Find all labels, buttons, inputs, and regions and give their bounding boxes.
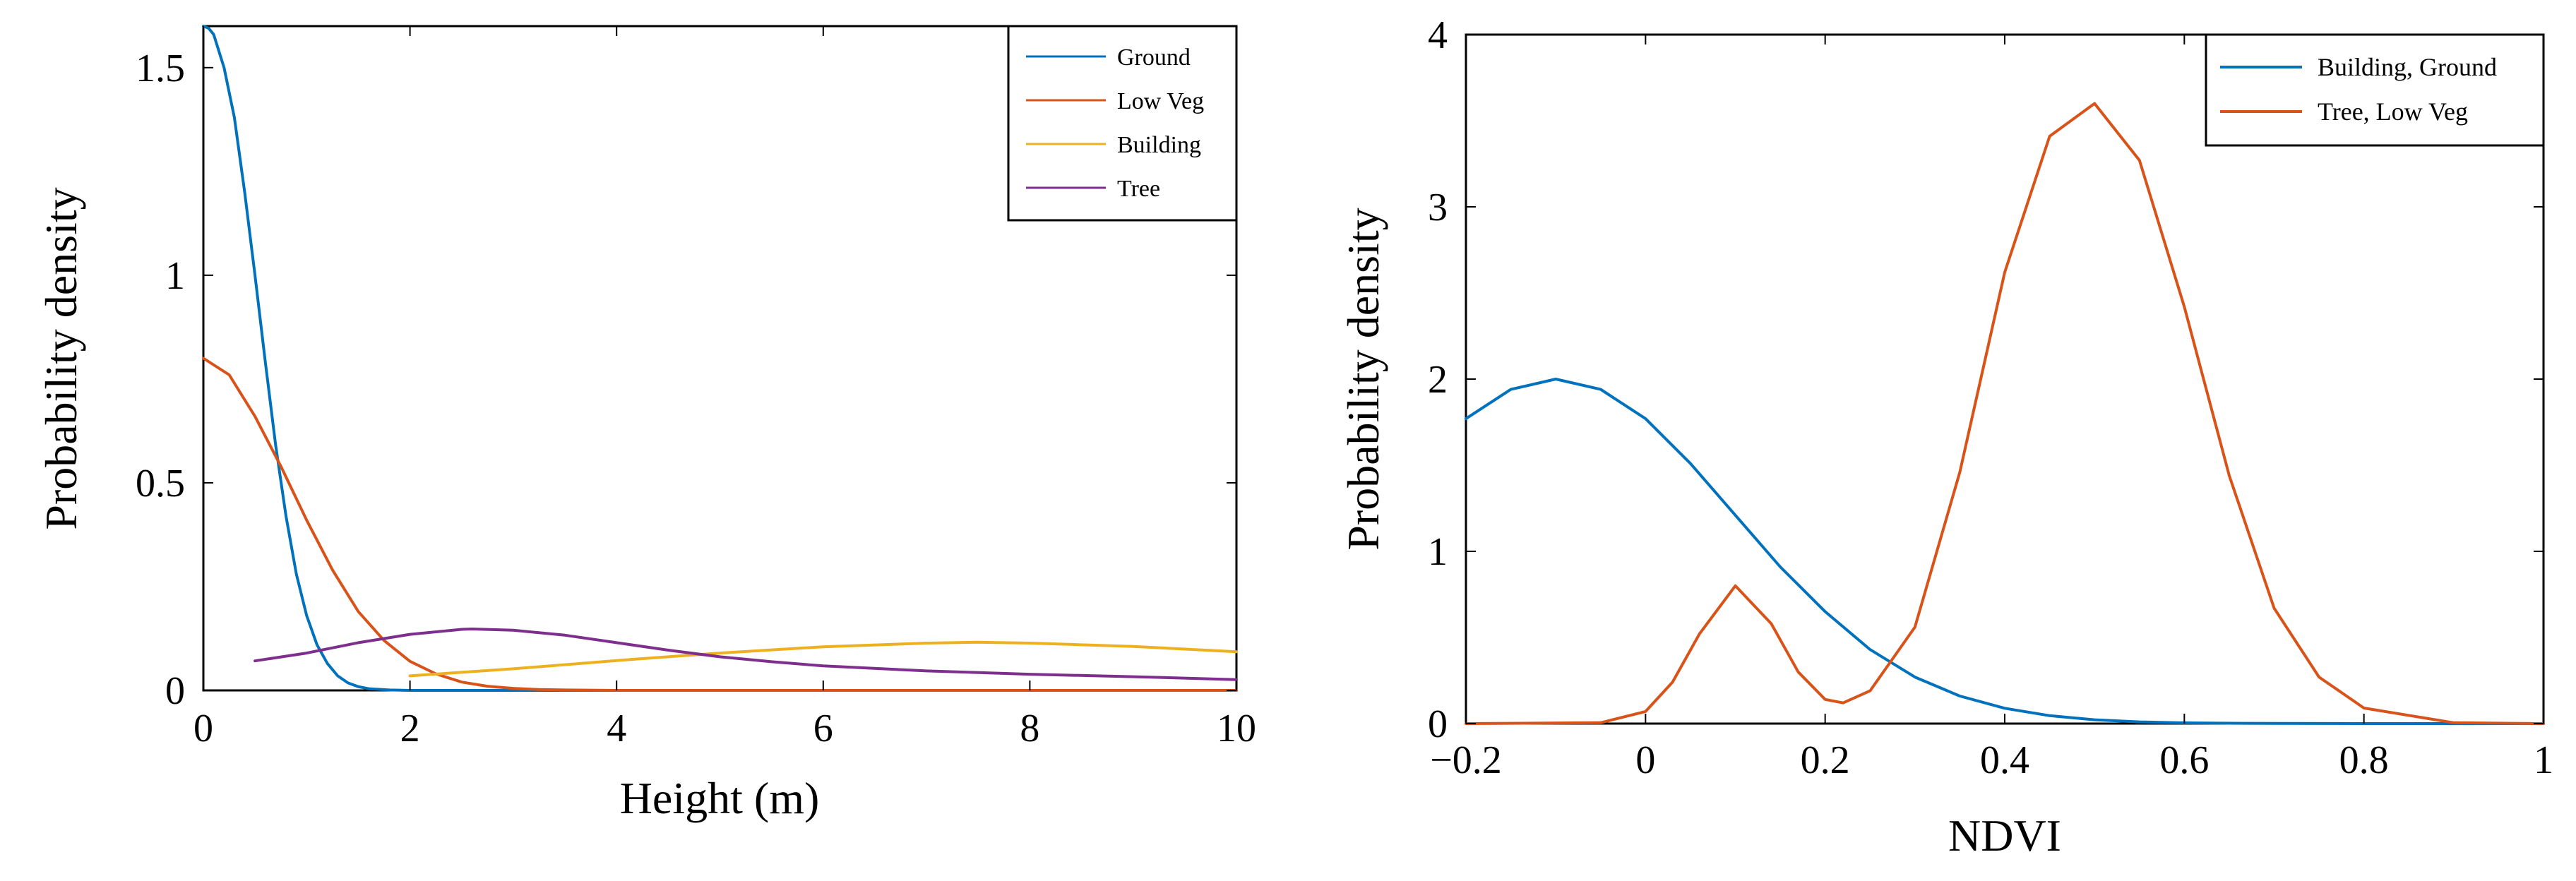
legend-label-ground: Ground — [1117, 44, 1191, 71]
x-tick-label: 8 — [1020, 707, 1039, 750]
legend-label-building: Building — [1117, 132, 1201, 158]
x-tick-label: 0.6 — [2159, 738, 2209, 782]
height-chart: 0 2 4 6 8 10 0 0.5 1 1.5 Height (m) Probability … — [36, 25, 1256, 823]
series-group — [202, 25, 1238, 692]
x-tick-label: 0.2 — [1801, 738, 1850, 782]
legend: Building, Ground Tree, Low Veg — [2205, 33, 2545, 147]
y-tick-label: 4 — [1428, 13, 1448, 57]
series-line-building-ground — [1465, 378, 2545, 725]
x-axis-title: NDVI — [1948, 810, 2061, 861]
x-tick-label: 6 — [813, 707, 833, 750]
y-tick-label: 1.5 — [136, 47, 185, 90]
legend-label-building-ground: Building, Ground — [2318, 53, 2497, 81]
x-tick-labels: 0 2 4 6 8 10 — [193, 707, 1256, 750]
y-tick-labels: 0 1 2 3 4 — [1428, 13, 1448, 746]
y-tick-label: 1 — [165, 254, 185, 298]
y-axis-title: Probability density — [1338, 208, 1388, 550]
legend-item-building-ground: Building, Ground — [2220, 53, 2497, 81]
x-tick-label: 1 — [2534, 738, 2553, 782]
y-axis-title: Probability density — [36, 187, 86, 529]
x-tick-label: 2 — [400, 707, 420, 750]
x-tick-label: 4 — [607, 707, 626, 750]
legend-item-ground: Ground — [1026, 44, 1191, 71]
x-tick-label: −0.2 — [1430, 738, 1502, 782]
legend-label-low-veg: Low Veg — [1117, 88, 1204, 114]
x-tick-label: 0.4 — [1980, 738, 2029, 782]
legend-label-tree-low-veg: Tree, Low Veg — [2318, 97, 2468, 126]
y-tick-label: 2 — [1428, 358, 1448, 402]
x-tick-label: 0.8 — [2339, 738, 2389, 782]
y-tick-label: 0 — [1428, 702, 1448, 746]
series-line-low-veg — [202, 356, 1238, 692]
x-tick-label: 0 — [1635, 738, 1655, 782]
x-tick-label: 10 — [1217, 707, 1256, 750]
legend-item-building: Building — [1026, 132, 1201, 158]
legend-item-low-veg: Low Veg — [1026, 88, 1204, 114]
y-tick-labels: 0 0.5 1 1.5 — [136, 47, 185, 713]
x-tick-labels: −0.2 0 0.2 0.4 0.6 0.8 1 — [1430, 738, 2553, 782]
legend-item-tree-low-veg: Tree, Low Veg — [2220, 97, 2468, 126]
y-tick-label: 1 — [1428, 530, 1448, 574]
series-group — [1465, 102, 2545, 725]
x-axis-title: Height (m) — [620, 773, 820, 823]
series-line-ground — [202, 25, 1238, 692]
x-tick-label: 0 — [193, 707, 213, 750]
legend-item-tree: Tree — [1026, 176, 1160, 202]
series-line-tree-low-veg — [1465, 102, 2545, 725]
legend-box — [2205, 33, 2545, 147]
legend-label-tree: Tree — [1117, 176, 1160, 202]
y-tick-label: 0 — [165, 669, 185, 713]
y-tick-label: 0.5 — [136, 462, 185, 505]
series-line-building — [408, 640, 1238, 678]
y-tick-label: 3 — [1428, 186, 1448, 229]
series-line-tree — [254, 628, 1238, 681]
legend: Ground Low Veg Building Tree — [1007, 25, 1238, 222]
